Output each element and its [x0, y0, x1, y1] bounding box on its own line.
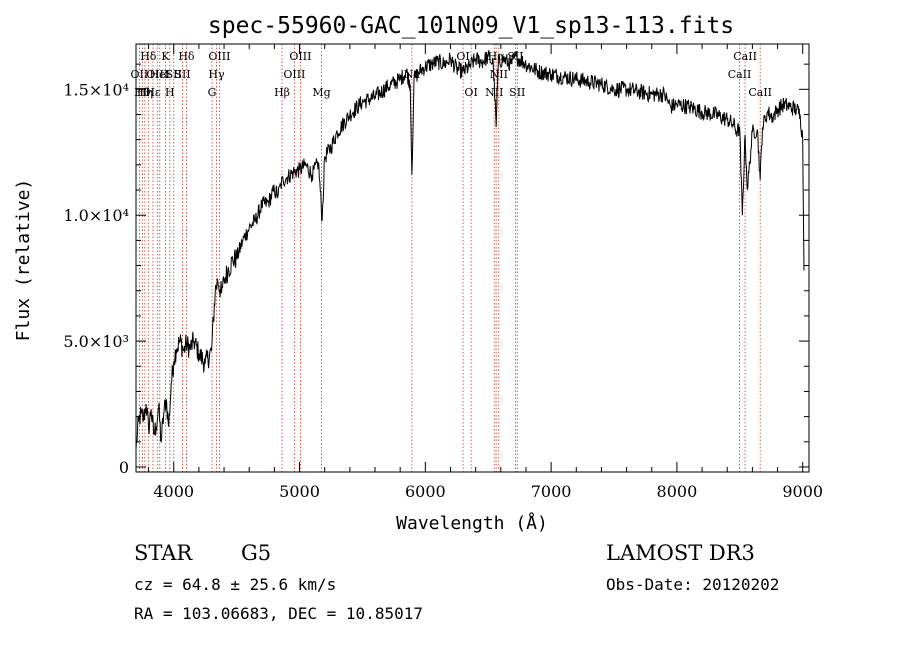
x-tick-label: 4000: [153, 482, 194, 501]
spectral-line-label: Hδ: [140, 50, 157, 63]
spectral-lines-layer: [138, 44, 761, 472]
x-tick-label: 6000: [405, 482, 446, 501]
y-tick-labels: 0 5.0×10³ 1.0×10⁴ 1.5×10⁴: [63, 80, 129, 477]
coords-text: RA = 103.06683, DEC = 10.85017: [134, 604, 423, 623]
spectral-line-label: OII: [131, 68, 149, 81]
spectral-line-label: SII: [174, 68, 190, 81]
plot-frame: [135, 43, 810, 473]
x-tick-label: 5000: [279, 482, 320, 501]
spectral-line-label: CaII: [733, 50, 757, 63]
spectral-line-label: HeI: [150, 68, 170, 81]
survey-name: LAMOST DR3: [606, 541, 755, 565]
spectral-line-label: NII: [490, 68, 508, 81]
spectral-line-label: SII: [166, 68, 182, 81]
y-tick-label: 0: [119, 458, 129, 477]
spectral-line-label: OI: [464, 86, 477, 99]
series-layer: [135, 50, 805, 450]
spectral-line-labels: OIIHθHηHδHεOIIIHeIKHSIIHδSIIGHγOIIIHβOII…: [131, 50, 772, 99]
x-tick-labels: 4000 5000 6000 7000 8000 9000: [153, 482, 823, 501]
redshift-text: cz = 64.8 ± 25.6 km/s: [134, 575, 336, 594]
spectral-line-label: K: [161, 50, 170, 63]
spectrum-line: [135, 50, 805, 450]
spectral-line-label: Hδ: [178, 50, 195, 63]
spectral-line-label: SII: [509, 86, 525, 99]
axis-ticks: [136, 44, 809, 472]
spectral-line-label: H: [165, 86, 175, 99]
spectral-line-label: Hγ: [208, 68, 225, 81]
spectral-line-label: Hα: [488, 50, 506, 63]
spectral-line-label: OI: [456, 50, 469, 63]
spectral-line-label: OIII: [289, 50, 311, 63]
y-tick-label: 1.5×10⁴: [63, 80, 129, 99]
y-tick-label: 1.0×10⁴: [63, 206, 129, 225]
x-axis-label: Wavelength (Å): [396, 512, 548, 534]
spectral-line-label: OIII: [283, 68, 305, 81]
spectral-line-label: OIII: [208, 50, 230, 63]
spectral-line-label: OIII: [146, 68, 168, 81]
spectral-line-label: CaII: [748, 86, 772, 99]
x-tick-label: 9000: [782, 482, 823, 501]
y-axis-label: Flux (relative): [13, 179, 34, 342]
object-subclass: G5: [241, 541, 271, 565]
spectral-line-label: Hβ: [274, 86, 290, 99]
object-class: STAR: [134, 541, 193, 565]
y-tick-label: 5.0×10³: [63, 332, 129, 351]
x-tick-label: 8000: [657, 482, 698, 501]
spectral-line-label: CaII: [728, 68, 752, 81]
spectral-line-label: Hε: [145, 86, 161, 99]
x-tick-label: 7000: [531, 482, 572, 501]
obs-date-text: Obs-Date: 20120202: [606, 575, 779, 594]
chart-title: spec-55960-GAC_101N09_V1_sp13-113.fits: [208, 13, 734, 39]
spectral-line-label: G: [208, 86, 217, 99]
spectral-line-label: Mg: [312, 86, 330, 99]
